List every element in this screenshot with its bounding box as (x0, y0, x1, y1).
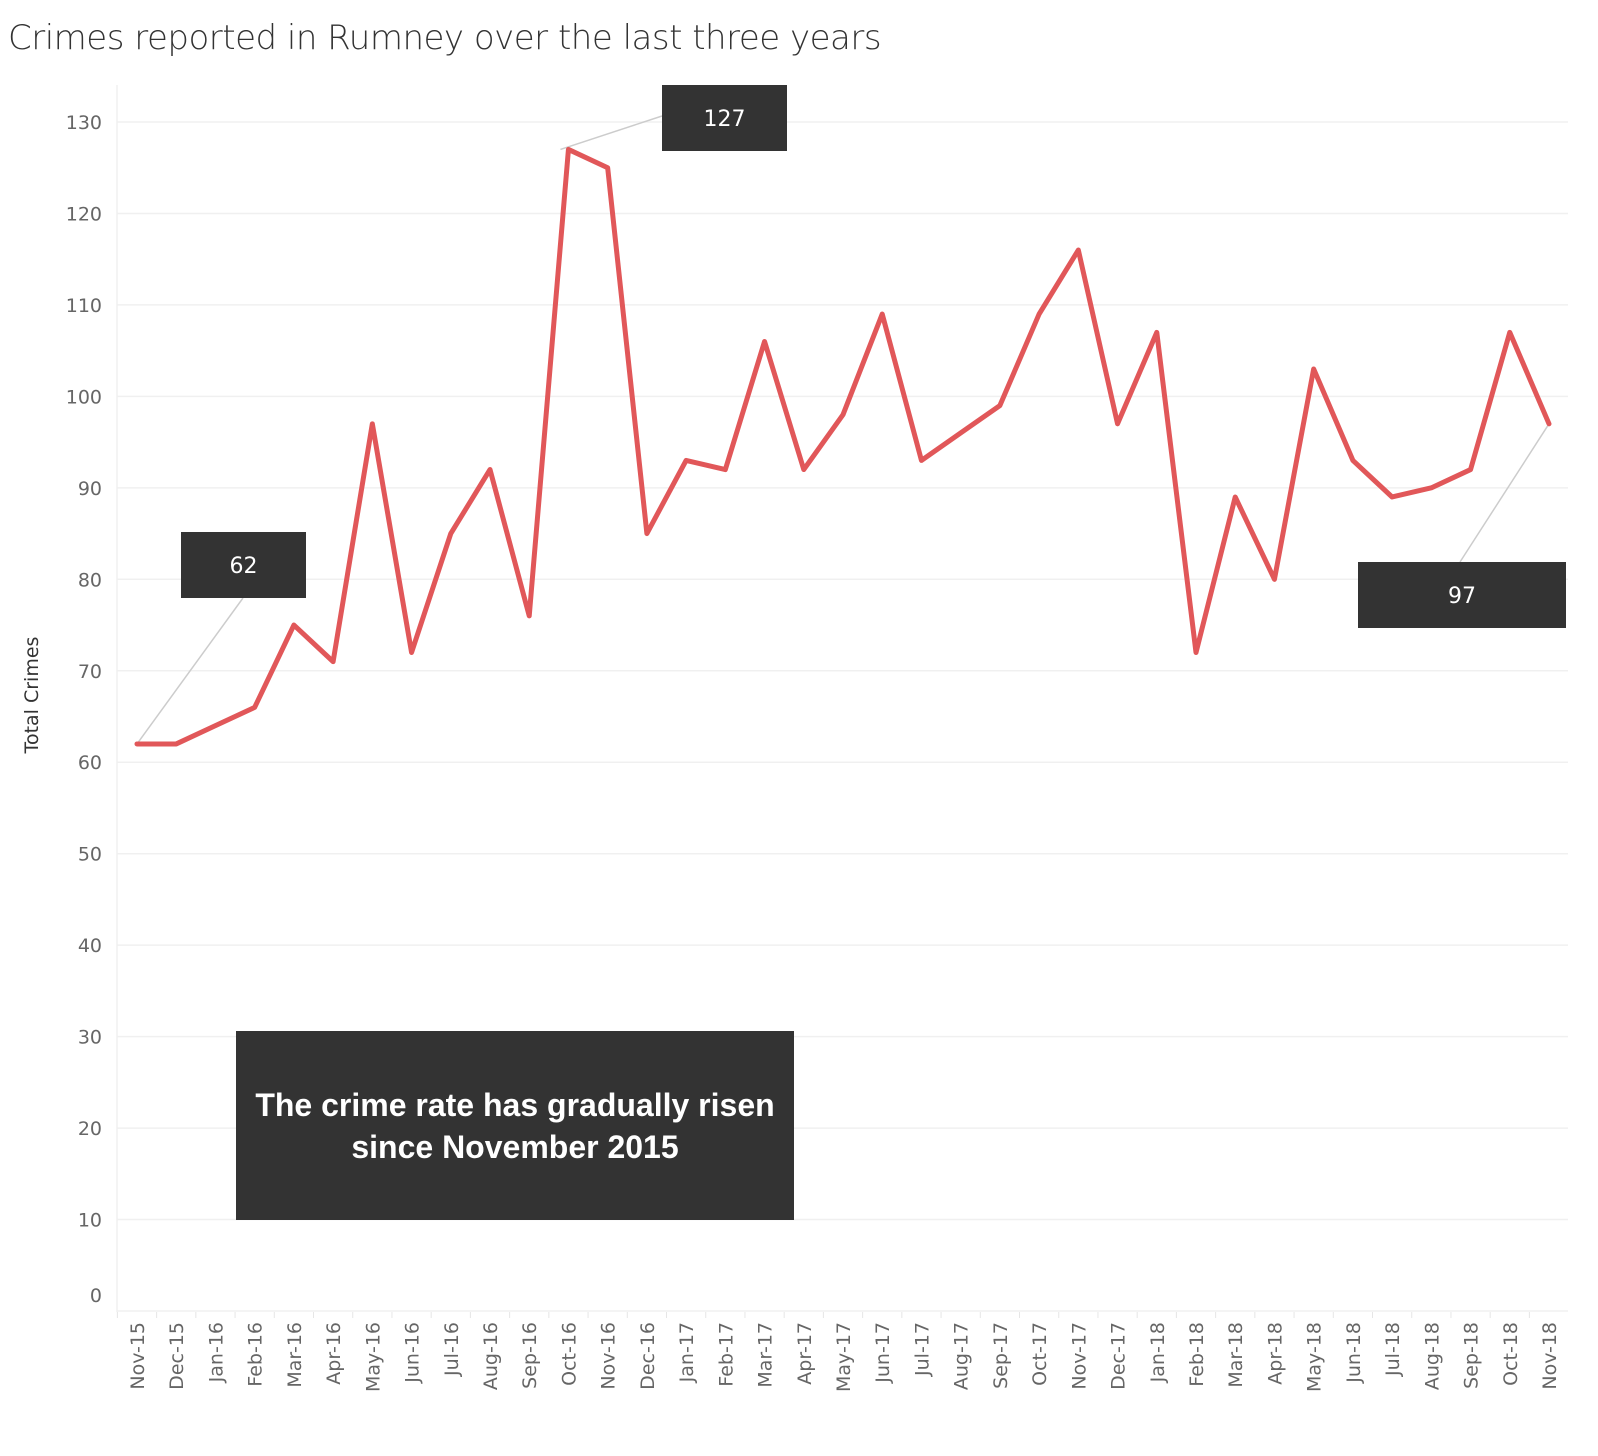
callout-box: The crime rate has gradually risen since… (236, 1031, 794, 1220)
y-tick-label: 90 (78, 478, 102, 500)
x-tick-label: Feb-18 (1186, 1322, 1208, 1387)
chart-title: Crimes reported in Rumney over the last … (8, 18, 882, 58)
x-tick-label: Dec-15 (166, 1322, 188, 1390)
x-tick-label: Oct-16 (558, 1322, 580, 1386)
x-tick-label: Mar-16 (284, 1322, 306, 1388)
annotation-label: 62 (230, 554, 258, 579)
x-tick-label: Apr-16 (323, 1322, 345, 1385)
x-tick-label: May-18 (1304, 1322, 1326, 1392)
x-tick-label: Sep-17 (990, 1322, 1012, 1389)
series-line (134, 146, 1552, 747)
y-tick-label: 110 (66, 295, 102, 317)
x-tick-label: Jan-16 (205, 1322, 227, 1383)
x-tick-label: Sep-18 (1461, 1322, 1483, 1389)
annotation-leader-line (1459, 423, 1550, 563)
x-tick-label: Jan-17 (676, 1322, 698, 1383)
annotation-box (662, 85, 787, 151)
x-tick-label: Nov-16 (598, 1322, 620, 1390)
y-tick-label: 120 (66, 203, 102, 225)
y-tick-label: 130 (66, 112, 102, 134)
x-tick-label: Feb-17 (715, 1322, 737, 1387)
x-tick-label: Oct-17 (1029, 1322, 1051, 1386)
x-tick-label: Dec-16 (637, 1322, 659, 1390)
y-tick-label: 70 (78, 661, 102, 683)
x-tick-label: Sep-16 (519, 1322, 541, 1389)
x-tick-label: Nov-15 (127, 1322, 149, 1390)
y-tick-label: 80 (78, 569, 102, 591)
annotation-leader-line (560, 115, 663, 151)
annotation-leader-line (136, 597, 244, 745)
annotation-box (1358, 562, 1566, 628)
y-tick-label: 50 (78, 844, 102, 866)
x-tick-label: Jul-16 (441, 1322, 463, 1377)
y-tick-label: 30 (78, 1027, 102, 1049)
x-tick-label: Aug-17 (951, 1322, 973, 1390)
x-tick-label: Jul-18 (1382, 1322, 1404, 1377)
x-tick-label: Aug-16 (480, 1322, 502, 1390)
y-tick-label: 60 (78, 752, 102, 774)
x-tick-label: Jul-17 (911, 1322, 933, 1377)
x-tick-label: Jun-18 (1343, 1322, 1365, 1384)
x-tick-label: Apr-17 (794, 1322, 816, 1385)
x-tick-label: May-17 (833, 1322, 855, 1392)
x-tick-label: May-16 (362, 1322, 384, 1392)
y-axis-title: Total Crimes (21, 637, 43, 755)
y-tick-label: 0 (90, 1285, 102, 1307)
annotation-label: 127 (704, 107, 746, 132)
annotation-box (181, 532, 306, 598)
x-tick-label: Feb-16 (245, 1322, 267, 1387)
x-tick-label: Mar-18 (1225, 1322, 1247, 1388)
y-tick-label: 100 (66, 386, 102, 408)
annotation-label: 97 (1448, 584, 1476, 609)
x-tick-label: Mar-17 (755, 1322, 777, 1388)
x-tick-label: Oct-18 (1500, 1322, 1522, 1386)
x-tick-label: Nov-17 (1068, 1322, 1090, 1390)
x-tick-label: Aug-18 (1421, 1322, 1443, 1390)
y-tick-label: 20 (78, 1118, 102, 1140)
x-tick-label: Apr-18 (1264, 1322, 1286, 1385)
x-tick-label: Jun-16 (402, 1322, 424, 1384)
x-tick-label: Jan-18 (1147, 1322, 1169, 1383)
x-tick-label: Dec-17 (1108, 1322, 1130, 1390)
y-tick-label: 40 (78, 935, 102, 957)
y-tick-label: 10 (78, 1210, 102, 1232)
x-tick-label: Nov-18 (1539, 1322, 1561, 1390)
x-tick-label: Jun-17 (872, 1322, 894, 1384)
